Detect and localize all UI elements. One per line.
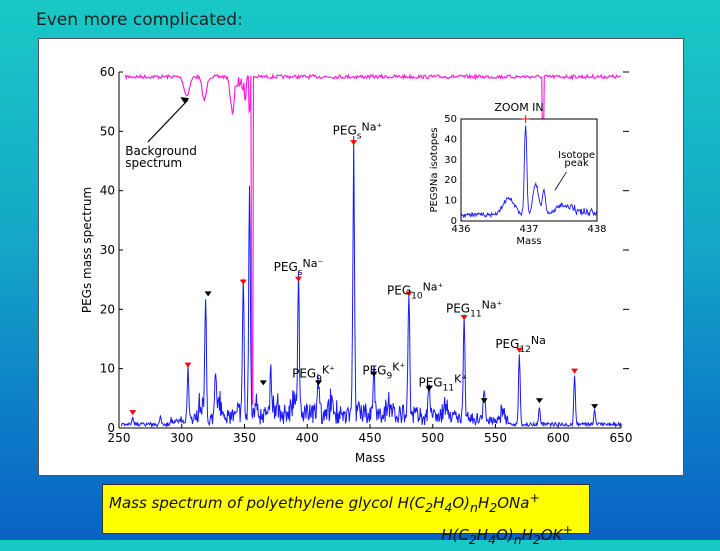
peak-annotation: PEGsNa⁻ xyxy=(274,257,324,278)
y-tick-label: 40 xyxy=(100,184,115,198)
k-peak-marker xyxy=(370,371,378,377)
peak-annotation: PEG11K⁺ xyxy=(418,372,467,393)
k-peak-marker xyxy=(204,291,212,297)
zoom-title: ZOOM IN xyxy=(494,101,543,114)
na-peak-marker xyxy=(184,362,192,368)
x-tick-label: 300 xyxy=(170,431,193,445)
mass-spectrum-chart: 250 300 350 400 450 500 550 600 6500102030405060… xyxy=(80,65,633,465)
caption-line-1: Mass spectrum of polyethylene glycol H(C… xyxy=(109,490,540,515)
caption-line-2: H(C2H4O)nH2OK+ xyxy=(441,522,573,547)
background-spectrum xyxy=(124,72,621,405)
peak-annotation: PEG10Na⁺ xyxy=(387,281,444,302)
background-arrow xyxy=(147,99,189,143)
x-tick-label: 650 xyxy=(610,431,633,445)
zoom-x-tick-label: 438 xyxy=(587,224,606,235)
isotope-label-line1: Isotope xyxy=(558,150,595,161)
x-tick-label: 250 xyxy=(108,431,131,445)
background-label-line2: spectrum xyxy=(125,156,182,170)
y-tick-label: 20 xyxy=(100,302,115,316)
zoom-y-tick-label: 20 xyxy=(444,175,457,186)
zoom-y-tick-label: 0 xyxy=(451,216,457,227)
zoom-peak-marker: + xyxy=(521,112,531,126)
zoom-y-axis-label: PEG9Na isotopes xyxy=(429,127,440,212)
k-peak-marker xyxy=(591,404,599,410)
x-tick-label: 500 xyxy=(421,431,444,445)
zoom-spectrum xyxy=(460,125,598,219)
caption-box: Mass spectrum of polyethylene glycol H(C… xyxy=(102,484,590,547)
zoom-x-tick-label: 437 xyxy=(519,224,538,235)
peak-annotation: PEG11Na⁺ xyxy=(446,298,503,319)
y-tick-label: 10 xyxy=(100,362,115,376)
x-tick-label: 550 xyxy=(484,431,507,445)
zoom-y-tick-label: 40 xyxy=(444,134,457,145)
zoom-x-axis-label: Mass xyxy=(516,236,541,247)
k-peak-marker xyxy=(259,380,267,386)
x-tick-label: 600 xyxy=(547,431,570,445)
peak-annotation: PEG12Na xyxy=(495,334,546,355)
y-tick-label: 50 xyxy=(100,124,115,138)
zoom-y-tick-label: 10 xyxy=(444,196,457,207)
isotope-pointer xyxy=(554,171,567,191)
x-tick-label: 400 xyxy=(296,431,319,445)
isotope-label-line2: peak xyxy=(564,158,589,169)
y-tick-label: 30 xyxy=(100,243,115,257)
na-peak-marker xyxy=(294,276,302,282)
chart-panel: 250 300 350 400 450 500 550 600 650 0 10 20 30 40 50 60… xyxy=(38,38,684,476)
slide-title: Even more complicated: xyxy=(36,10,243,30)
k-peak-marker xyxy=(315,380,323,386)
background-arrow-head xyxy=(180,97,190,104)
k-peak-marker xyxy=(535,398,543,404)
na-peak-marker xyxy=(460,315,468,321)
k-peak-marker xyxy=(480,398,488,404)
k-peak-marker xyxy=(425,386,433,392)
x-tick-label: 450 xyxy=(359,431,382,445)
na-peak-marker xyxy=(571,368,579,374)
na-peak-marker xyxy=(405,291,413,297)
na-peak-marker xyxy=(239,279,247,285)
zoom-x-tick-label: 436 xyxy=(451,224,470,235)
background-label-line1: Background xyxy=(125,144,197,158)
peak-annotation: PEG9K⁺ xyxy=(362,361,405,382)
peak-annotation: PEG9K⁺ xyxy=(292,364,335,385)
y-tick-label: 0 xyxy=(107,421,115,435)
x-axis-label: Mass xyxy=(355,451,385,465)
y-tick-label: 60 xyxy=(100,65,115,79)
na-peak-marker xyxy=(515,347,523,353)
na-peak-marker xyxy=(350,140,358,146)
zoom-y-tick-label: 30 xyxy=(444,155,457,166)
sample-spectrum xyxy=(120,136,622,428)
zoom-y-tick-label: 50 xyxy=(444,114,457,125)
peak-annotation: PEGsNa⁺ xyxy=(333,120,383,141)
x-tick-label: 350 xyxy=(233,431,256,445)
zoom-inset-frame xyxy=(460,118,598,222)
y-axis-label: PEGs mass spectrum xyxy=(80,187,94,313)
na-peak-marker xyxy=(129,410,137,416)
